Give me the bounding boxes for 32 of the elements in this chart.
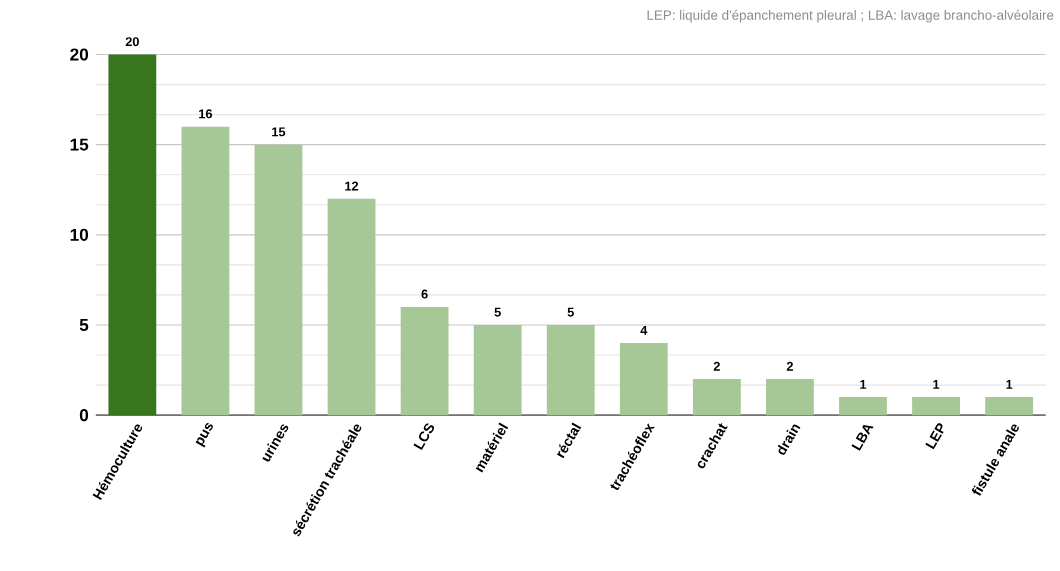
y-tick-label: 10 — [70, 228, 89, 241]
text: LEP: liquide d'épanchement pleural ; LBA: lavage brancho-alvéolaire — [647, 9, 1054, 23]
bar — [692, 379, 741, 416]
bar — [985, 397, 1034, 416]
bar — [327, 198, 376, 416]
data-label: 16 — [199, 109, 213, 119]
data-label: 6 — [421, 289, 428, 299]
bar — [619, 342, 668, 416]
y-tick-label: 0 — [79, 409, 89, 422]
bar — [108, 54, 157, 416]
bar — [766, 379, 814, 416]
y-tick-label: 5 — [79, 318, 89, 331]
data-label: 5 — [567, 307, 574, 317]
y-tick-label: 15 — [70, 138, 89, 151]
data-label: 2 — [713, 361, 720, 371]
bar — [912, 397, 960, 416]
data-label: 1 — [933, 379, 940, 389]
data-label: 1 — [860, 379, 867, 389]
data-label: 5 — [494, 307, 501, 317]
bar — [473, 324, 522, 416]
bar — [400, 306, 449, 416]
data-label: 4 — [640, 325, 648, 335]
data-label: 2 — [786, 361, 793, 371]
data-label: 1 — [1006, 379, 1013, 389]
data-label: 12 — [345, 181, 359, 191]
bar — [254, 144, 303, 416]
data-label: 15 — [272, 127, 286, 137]
y-tick-label: 20 — [70, 48, 89, 61]
data-label: 20 — [125, 37, 139, 47]
bar — [181, 126, 230, 416]
bar — [546, 324, 595, 416]
bar — [839, 397, 887, 416]
